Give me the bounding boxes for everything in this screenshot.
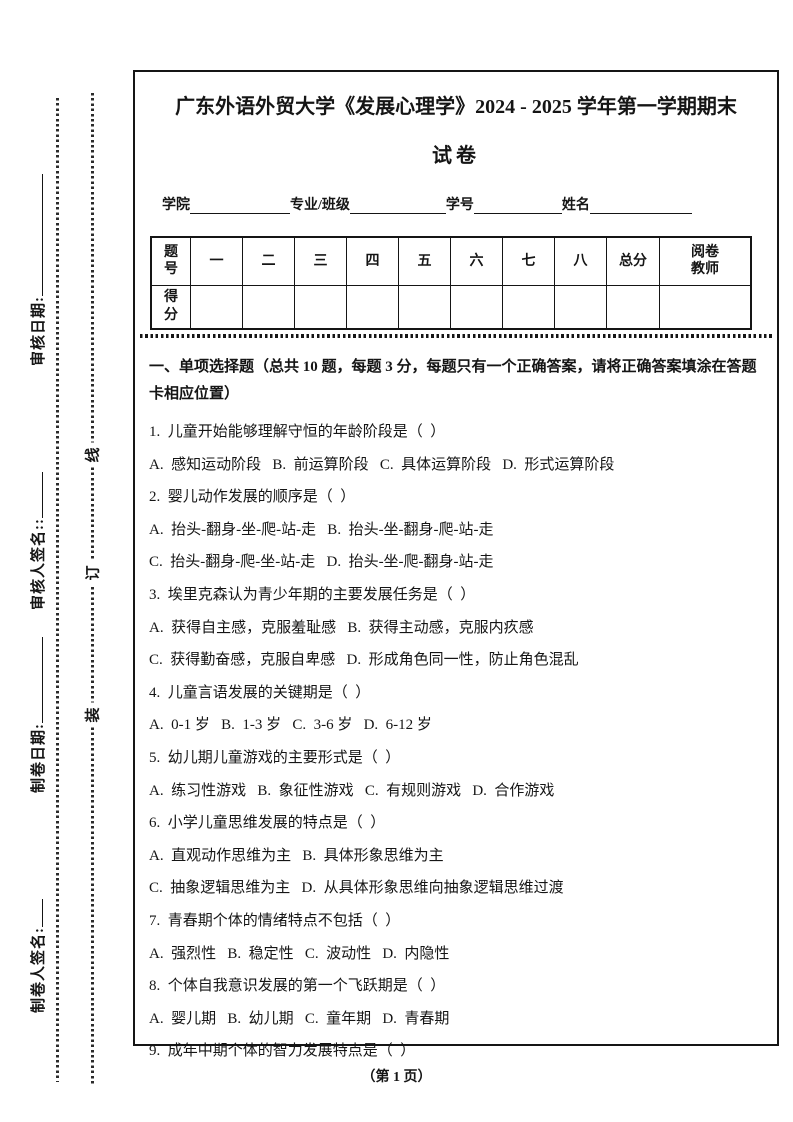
score-cell: [346, 284, 399, 330]
question-list: 1. 儿童开始能够理解守恒的年龄阶段是（ ） A. 感知运动阶段 B. 前运算阶…: [149, 423, 763, 1061]
score-cell: [450, 284, 503, 330]
score-col-3: 三: [294, 236, 347, 286]
question-3: 3. 埃里克森认为青少年期的主要发展任务是（ ） A. 获得自主感，克服羞耻感 …: [149, 586, 763, 670]
blank-underline: [27, 637, 43, 723]
major-class-field-label: 专业/班级: [290, 198, 350, 213]
question-7: 7. 青春期个体的情绪特点不包括（ ） A. 强烈性 B. 稳定性 C. 波动性…: [149, 912, 763, 964]
question-2: 2. 婴儿动作发展的顺序是（ ） A. 抬头-翻身-坐-爬-站-走 B. 抬头-…: [149, 488, 763, 572]
binding-dotted-line-outer: [56, 98, 59, 1082]
question-options-line: A. 婴儿期 B. 幼儿期 C. 童年期 D. 青春期: [149, 1010, 450, 1027]
paper-maker-signature-text: 制卷人签名:: [31, 927, 47, 1013]
question-options-line: A. 强烈性 B. 稳定性 C. 波动性 D. 内隐性: [149, 945, 450, 962]
binding-char-xian: 线: [80, 442, 104, 468]
question-options-line: A. 0-1 岁 B. 1-3 岁 C. 3-6 岁 D. 6-12 岁: [149, 717, 432, 734]
score-cell: [606, 284, 660, 330]
section-one-heading: 一、单项选择题（总共 10 题，每题 3 分，每题只有一个正确答案，请将正确答案…: [149, 359, 757, 402]
question-stem: 8. 个体自我意识发展的第一个飞跃期是（ ）: [149, 978, 446, 995]
grader-col: 阅卷 教师: [659, 236, 752, 286]
question-options-line: C. 抬头-翻身-爬-坐-站-走 D. 抬头-坐-爬-翻身-站-走: [149, 554, 494, 571]
question-stem: 7. 青春期个体的情绪特点不包括（ ）: [149, 912, 401, 929]
question-stem: 2. 婴儿动作发展的顺序是（ ）: [149, 489, 356, 506]
score-cell: [659, 284, 752, 330]
question-number-head: 题 号: [150, 236, 191, 286]
binding-dotted-line-inner: [91, 93, 94, 1086]
question-8: 8. 个体自我意识发展的第一个飞跃期是（ ） A. 婴儿期 B. 幼儿期 C. …: [149, 977, 763, 1029]
exam-title-line2: 试卷: [432, 145, 480, 167]
college-blank-underline: [190, 199, 290, 214]
score-cell: [502, 284, 555, 330]
blank-underline: [27, 174, 43, 296]
paper-making-date-label: 制卷日期:: [27, 637, 48, 793]
question-stem: 3. 埃里克森认为青少年期的主要发展任务是（ ）: [149, 586, 476, 603]
student-id-field-label: 学号: [445, 198, 474, 213]
exam-content-box: 广东外语外贸大学《发展心理学》2024 - 2025 学年第一学期期末 试卷 学…: [133, 70, 779, 1059]
question-options-line: A. 抬头-翻身-坐-爬-站-走 B. 抬头-坐-翻身-爬-站-走: [149, 521, 494, 538]
score-col-4: 四: [346, 236, 399, 286]
question-stem: 5. 幼儿期儿童游戏的主要形式是（ ）: [149, 749, 401, 766]
question-stem: 6. 小学儿童思维发展的特点是（ ）: [149, 815, 386, 832]
question-options-line: A. 直观动作思维为主 B. 具体形象思维为主: [149, 847, 444, 864]
score-col-8: 八: [554, 236, 607, 286]
question-options-line: C. 获得勤奋感，克服自卑感 D. 形成角色同一性，防止角色混乱: [149, 652, 579, 669]
score-cell: [190, 284, 243, 330]
student-info-row: 学院 专业/班级 学号 姓名: [162, 194, 757, 214]
binding-char-ding: 订: [80, 560, 104, 586]
major-class-blank-underline: [349, 199, 446, 214]
student-id-blank-underline: [473, 199, 562, 214]
score-cell: [554, 284, 607, 330]
college-field-label: 学院: [162, 198, 190, 213]
blank-underline: [27, 472, 43, 518]
question-options-line: A. 感知运动阶段 B. 前运算阶段 C. 具体运算阶段 D. 形式运算阶段: [149, 456, 615, 473]
score-col-7: 七: [502, 236, 555, 286]
score-table: 题 号 一 二 三 四 五 六 七 八 总分 阅卷 教师 得 分: [150, 236, 752, 330]
blank-underline: [27, 899, 43, 927]
paper-making-date-text: 制卷日期:: [31, 723, 47, 793]
score-col-1: 一: [190, 236, 243, 286]
score-col-6: 六: [450, 236, 503, 286]
question-4: 4. 儿童言语发展的关键期是（ ） A. 0-1 岁 B. 1-3 岁 C. 3…: [149, 684, 763, 736]
page-number-footer: （第 1 页）: [361, 1070, 432, 1085]
exam-title-line1: 广东外语外贸大学《发展心理学》2024 - 2025 学年第一学期期末: [175, 96, 737, 118]
review-date-text: 审核日期:: [31, 296, 47, 366]
question-stem: 1. 儿童开始能够理解守恒的年龄阶段是（ ）: [149, 424, 446, 440]
score-head: 得 分: [150, 284, 191, 330]
question-stem: 4. 儿童言语发展的关键期是（ ）: [149, 684, 371, 701]
total-score-col: 总分: [606, 236, 660, 286]
name-blank-underline: [589, 199, 692, 214]
score-cell: [398, 284, 451, 330]
score-table-header-row: 题 号 一 二 三 四 五 六 七 八 总分 阅卷 教师: [150, 236, 752, 286]
question-options-line: A. 练习性游戏 B. 象征性游戏 C. 有规则游戏 D. 合作游戏: [149, 782, 555, 799]
binding-char-zhuang: 装: [80, 702, 104, 728]
question-5: 5. 幼儿期儿童游戏的主要形式是（ ） A. 练习性游戏 B. 象征性游戏 C.…: [149, 749, 763, 801]
paper-maker-signature-label: 制卷人签名:: [27, 899, 48, 1013]
review-date-label: 审核日期:: [27, 174, 48, 366]
question-6: 6. 小学儿童思维发展的特点是（ ） A. 直观动作思维为主 B. 具体形象思维…: [149, 814, 763, 898]
score-cell: [242, 284, 295, 330]
question-options-line: C. 抽象逻辑思维为主 D. 从具体形象思维向抽象逻辑思维过渡: [149, 880, 564, 897]
dotted-separator: [140, 334, 772, 338]
score-col-5: 五: [398, 236, 451, 286]
question-9: 9. 成年中期个体的智力发展特点是（ ）: [149, 1042, 763, 1061]
score-table-score-row: 得 分: [150, 284, 752, 330]
reviewer-signature-label: 审核人签名::: [27, 472, 48, 610]
question-1: 1. 儿童开始能够理解守恒的年龄阶段是（ ） A. 感知运动阶段 B. 前运算阶…: [149, 423, 763, 475]
score-cell: [294, 284, 347, 330]
reviewer-signature-text: 审核人签名::: [31, 518, 47, 610]
name-field-label: 姓名: [561, 198, 590, 213]
question-options-line: A. 获得自主感，克服羞耻感 B. 获得主动感，克服内疚感: [149, 619, 534, 636]
question-stem: 9. 成年中期个体的智力发展特点是（ ）: [149, 1043, 416, 1060]
score-col-2: 二: [242, 236, 295, 286]
